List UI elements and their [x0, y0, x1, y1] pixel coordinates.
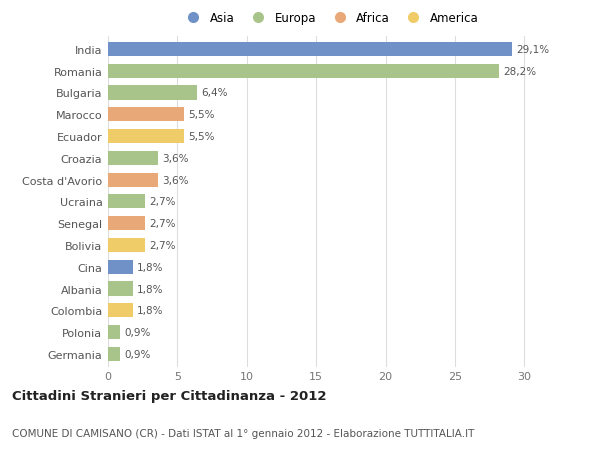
Text: COMUNE DI CAMISANO (CR) - Dati ISTAT al 1° gennaio 2012 - Elaborazione TUTTITALI: COMUNE DI CAMISANO (CR) - Dati ISTAT al … [12, 428, 475, 438]
Bar [108, 260, 133, 274]
Bar [108, 282, 133, 296]
Bar [108, 195, 145, 209]
Text: 2,7%: 2,7% [149, 218, 176, 229]
Bar [108, 151, 158, 166]
Bar [108, 129, 184, 144]
Text: 1,8%: 1,8% [137, 262, 164, 272]
Bar [108, 238, 145, 252]
Bar [108, 303, 133, 318]
Legend: Asia, Europa, Africa, America: Asia, Europa, Africa, America [179, 10, 481, 27]
Bar [108, 64, 499, 78]
Text: 1,8%: 1,8% [137, 284, 164, 294]
Text: Cittadini Stranieri per Cittadinanza - 2012: Cittadini Stranieri per Cittadinanza - 2… [12, 389, 326, 403]
Text: 3,6%: 3,6% [162, 153, 188, 163]
Bar [108, 86, 197, 101]
Text: 28,2%: 28,2% [503, 67, 536, 77]
Text: 0,9%: 0,9% [125, 349, 151, 359]
Bar [108, 217, 145, 231]
Text: 2,7%: 2,7% [149, 241, 176, 251]
Text: 29,1%: 29,1% [516, 45, 549, 55]
Text: 3,6%: 3,6% [162, 175, 188, 185]
Text: 5,5%: 5,5% [188, 132, 215, 142]
Bar [108, 108, 184, 122]
Text: 1,8%: 1,8% [137, 306, 164, 316]
Bar [108, 347, 121, 361]
Bar [108, 325, 121, 340]
Bar [108, 173, 158, 187]
Text: 0,9%: 0,9% [125, 327, 151, 337]
Text: 5,5%: 5,5% [188, 110, 215, 120]
Text: 6,4%: 6,4% [201, 88, 227, 98]
Text: 2,7%: 2,7% [149, 197, 176, 207]
Bar [108, 43, 512, 57]
